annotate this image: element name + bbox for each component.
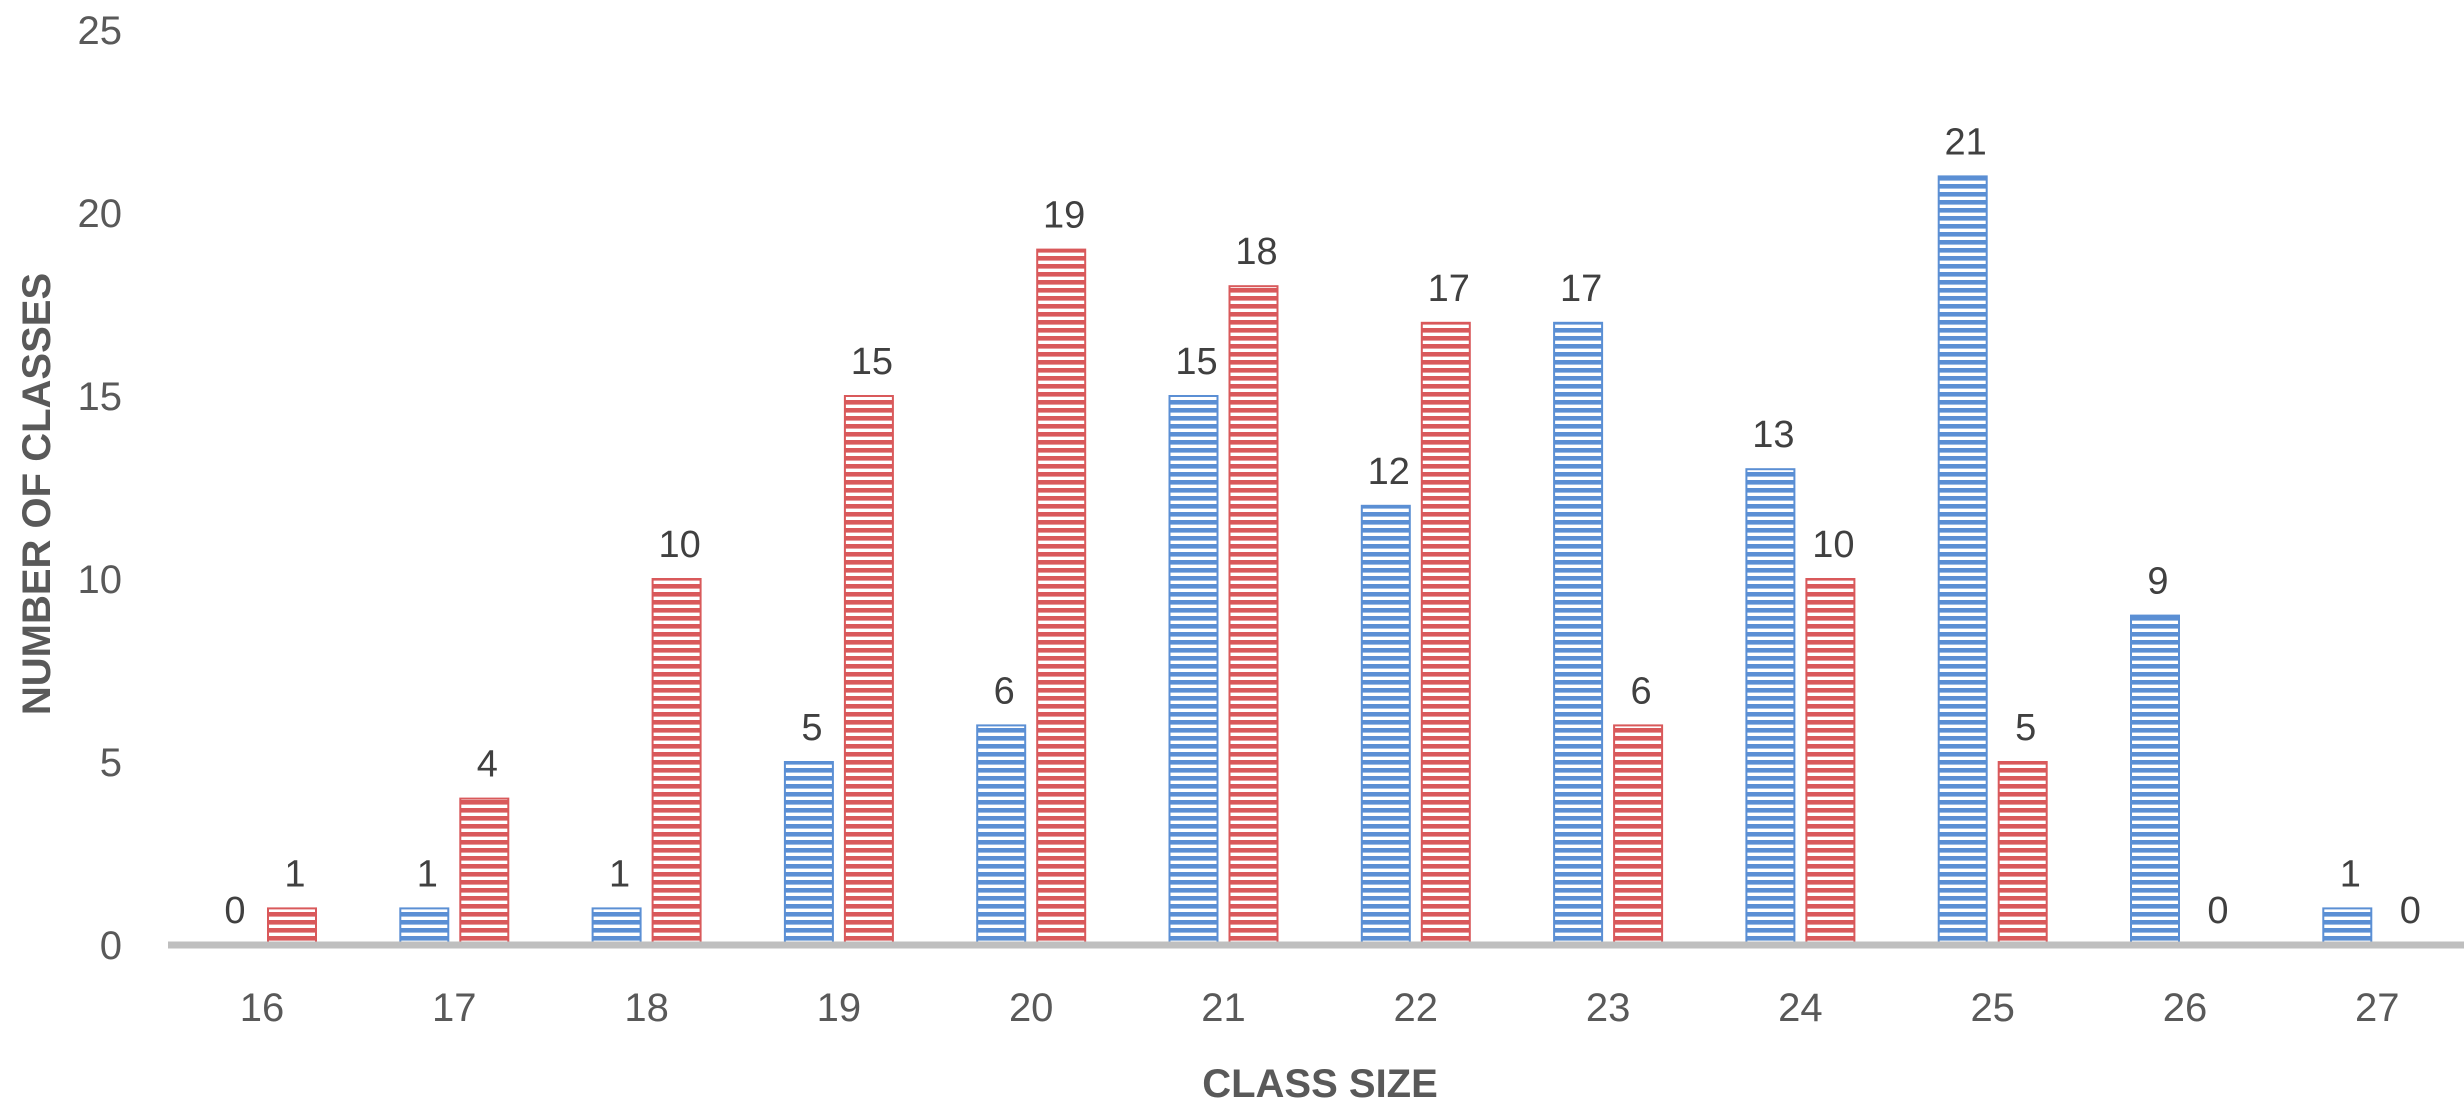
x-tick-label: 16 — [240, 986, 285, 1030]
x-tick-label: 27 — [2355, 986, 2400, 1030]
data-label-series-2-20: 19 — [1043, 195, 1085, 237]
x-tick-label: 19 — [817, 986, 862, 1030]
data-label-series-1-19: 5 — [801, 707, 822, 749]
data-label-series-2-18: 10 — [658, 524, 700, 566]
bar-series-1-22 — [1360, 504, 1411, 946]
data-label-series-1-27: 1 — [2340, 853, 2361, 895]
bar-series-1-19 — [783, 761, 834, 946]
bar-series-1-17 — [399, 907, 450, 947]
x-tick-label: 17 — [432, 986, 477, 1030]
data-label-series-2-19: 15 — [851, 341, 893, 383]
data-label-series-2-26: 0 — [2207, 890, 2228, 932]
bar-series-2-16 — [267, 907, 317, 947]
bar-series-2-19 — [843, 395, 894, 946]
x-tick-label: 22 — [1394, 986, 1439, 1030]
data-label-series-1-23: 17 — [1560, 268, 1602, 310]
bar-series-2-18 — [651, 578, 702, 946]
x-tick-label: 20 — [1009, 986, 1054, 1030]
bar-series-1-27 — [2322, 907, 2373, 947]
x-tick-label: 18 — [624, 986, 669, 1030]
y-tick-label: 0 — [100, 924, 122, 968]
y-tick-label: 10 — [78, 558, 123, 602]
y-tick-label: 5 — [100, 741, 122, 785]
x-tick-label: 25 — [1970, 986, 2015, 1030]
data-label-series-1-26: 9 — [2147, 561, 2168, 603]
x-tick-label: 24 — [1778, 986, 1823, 1030]
bar-series-2-25 — [1997, 761, 2048, 946]
data-label-series-2-23: 6 — [1631, 670, 1652, 712]
data-label-series-1-24: 13 — [1752, 414, 1794, 456]
y-axis-title: NUMBER OF CLASSES — [15, 273, 59, 715]
data-label-series-2-24: 10 — [1812, 524, 1854, 566]
data-label-series-2-17: 4 — [477, 744, 498, 786]
data-label-series-2-27: 0 — [2400, 890, 2421, 932]
bar-series-1-24 — [1745, 468, 1796, 946]
x-axis-ticks: 16 17 18 19 20 21 22 23 24 25 26 27 — [240, 986, 2400, 1030]
bar-series-1-26 — [2130, 614, 2180, 946]
bar-series-1-20 — [976, 724, 1027, 947]
data-label-series-2-21: 18 — [1235, 231, 1277, 273]
data-label-series-1-16: 0 — [224, 890, 245, 932]
data-label-series-2-16: 1 — [284, 853, 305, 895]
bar-series-2-24 — [1805, 578, 1856, 946]
bar-series-2-17 — [459, 797, 510, 946]
bar-series-1-25 — [1937, 175, 1988, 946]
bar-series-2-23 — [1613, 724, 1664, 947]
bars-group — [267, 175, 2373, 947]
bar-series-2-22 — [1420, 321, 1471, 946]
data-label-series-1-20: 6 — [994, 670, 1015, 712]
data-label-series-1-18: 1 — [609, 853, 630, 895]
data-label-series-1-21: 15 — [1175, 341, 1217, 383]
bar-series-1-18 — [591, 907, 642, 947]
data-label-series-2-25: 5 — [2015, 707, 2036, 749]
y-tick-label: 20 — [78, 192, 123, 236]
x-axis-title: CLASS SIZE — [1202, 1062, 1438, 1103]
bar-series-1-23 — [1553, 321, 1604, 946]
y-axis-ticks: 0 5 10 15 20 25 — [78, 9, 123, 968]
data-label-series-2-22: 17 — [1428, 268, 1470, 310]
x-tick-label: 21 — [1201, 986, 1246, 1030]
data-label-series-1-22: 12 — [1368, 451, 1410, 493]
bar-series-2-21 — [1228, 285, 1279, 946]
y-tick-label: 15 — [78, 375, 123, 419]
data-label-series-1-17: 1 — [417, 853, 438, 895]
bar-series-1-21 — [1168, 395, 1219, 946]
bar-series-2-20 — [1036, 248, 1087, 947]
x-tick-label: 26 — [2163, 986, 2208, 1030]
x-tick-label: 23 — [1586, 986, 1631, 1030]
data-label-series-1-25: 21 — [1945, 121, 1987, 163]
y-tick-label: 25 — [78, 9, 123, 53]
